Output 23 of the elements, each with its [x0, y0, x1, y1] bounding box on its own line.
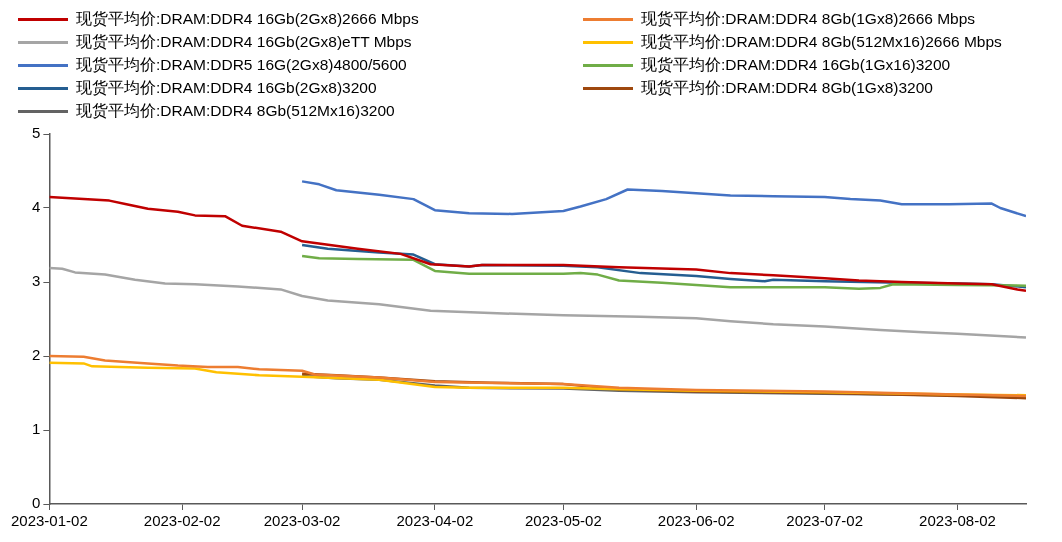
y-tick-label: 4	[32, 198, 41, 216]
y-tick-label: 5	[32, 124, 41, 142]
x-tick-label: 2023-05-02	[525, 512, 602, 530]
legend-label: 现货平均价:DRAM:DDR4 8Gb(1Gx8)3200	[641, 77, 933, 98]
legend-label: 现货平均价:DRAM:DDR4 8Gb(512Mx16)2666 Mbps	[641, 31, 1002, 52]
legend-label: 现货平均价:DRAM:DDR4 8Gb(1Gx8)2666 Mbps	[641, 8, 976, 29]
x-tick-label: 2023-02-02	[143, 512, 221, 530]
y-tick-label: 1	[32, 420, 41, 438]
x-tick-label: 2023-07-02	[786, 512, 864, 530]
legend-label: 现货平均价:DRAM:DDR4 8Gb(512Mx16)3200	[76, 100, 395, 121]
legend-label: 现货平均价:DRAM:DDR4 16Gb(2Gx8)3200	[76, 77, 377, 98]
x-tick-label: 2023-08-02	[919, 512, 996, 530]
legend-label: 现货平均价:DRAM:DDR4 16Gb(1Gx16)3200	[641, 54, 951, 75]
x-tick-label: 2023-01-02	[11, 512, 88, 530]
y-tick-label: 0	[32, 494, 41, 512]
x-tick-label: 2023-03-02	[263, 512, 341, 530]
legend-label: 现货平均价:DRAM:DDR5 16G(2Gx8)4800/5600	[76, 54, 407, 75]
x-tick-label: 2023-04-02	[396, 512, 474, 530]
legend-label: 现货平均价:DRAM:DDR4 16Gb(2Gx8)eTT Mbps	[76, 31, 412, 52]
x-tick-label: 2023-06-02	[657, 512, 735, 530]
y-tick-label: 3	[32, 272, 41, 290]
y-tick-label: 2	[32, 346, 41, 364]
legend-label: 现货平均价:DRAM:DDR4 16Gb(2Gx8)2666 Mbps	[76, 8, 419, 29]
